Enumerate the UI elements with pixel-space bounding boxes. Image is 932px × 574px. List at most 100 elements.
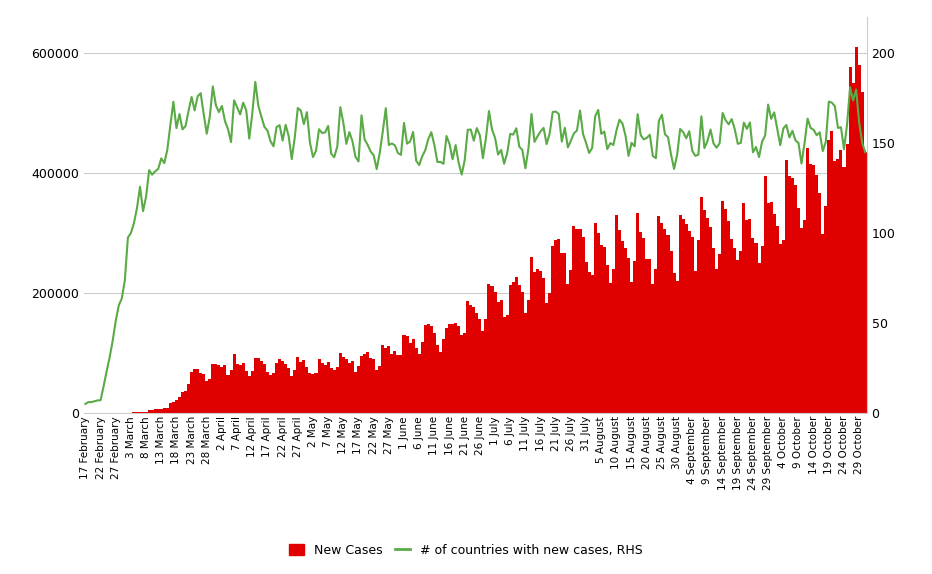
Bar <box>816 175 818 413</box>
Bar <box>284 364 287 413</box>
Bar <box>693 271 697 413</box>
Bar <box>718 254 721 413</box>
Bar <box>779 244 782 413</box>
Bar <box>278 359 281 413</box>
Bar <box>797 208 800 413</box>
Bar <box>306 367 308 413</box>
Bar <box>836 159 840 413</box>
Bar <box>649 259 651 413</box>
Bar <box>828 139 830 413</box>
Bar <box>536 269 539 413</box>
Bar <box>217 364 221 413</box>
Bar <box>482 331 485 413</box>
Bar <box>321 363 323 413</box>
Bar <box>178 397 181 413</box>
Bar <box>254 358 257 413</box>
Bar <box>545 303 548 413</box>
Bar <box>163 409 166 413</box>
Bar <box>703 210 706 413</box>
Bar <box>330 368 333 413</box>
Bar <box>788 176 791 413</box>
Bar <box>199 373 202 413</box>
Bar <box>336 367 338 413</box>
Bar <box>518 285 521 413</box>
Bar <box>229 370 233 413</box>
Bar <box>190 372 193 413</box>
Bar <box>248 376 251 413</box>
Bar <box>348 363 351 413</box>
Bar <box>445 328 448 413</box>
Bar <box>181 393 184 413</box>
Bar <box>721 201 724 413</box>
Bar <box>840 150 843 413</box>
Bar <box>509 285 512 413</box>
Bar <box>427 324 430 413</box>
Bar <box>855 47 857 413</box>
Bar <box>251 371 254 413</box>
Bar <box>661 223 664 413</box>
Bar <box>557 239 560 413</box>
Bar <box>132 412 135 413</box>
Bar <box>818 193 821 413</box>
Bar <box>169 403 171 413</box>
Bar <box>342 358 345 413</box>
Bar <box>733 248 736 413</box>
Bar <box>727 222 730 413</box>
Bar <box>233 354 236 413</box>
Bar <box>494 292 497 413</box>
Bar <box>673 273 676 413</box>
Bar <box>351 361 354 413</box>
Bar <box>612 269 615 413</box>
Bar <box>770 201 773 413</box>
Bar <box>709 227 712 413</box>
Bar <box>245 371 248 413</box>
Bar <box>142 412 144 413</box>
Bar <box>299 362 302 413</box>
Bar <box>739 250 743 413</box>
Bar <box>405 336 408 413</box>
Bar <box>260 360 263 413</box>
Bar <box>688 231 691 413</box>
Bar <box>432 333 436 413</box>
Bar <box>645 259 649 413</box>
Bar <box>748 219 751 413</box>
Bar <box>685 224 688 413</box>
Bar <box>257 358 260 413</box>
Bar <box>418 354 420 413</box>
Bar <box>357 366 360 413</box>
Bar <box>363 354 366 413</box>
Bar <box>615 215 618 413</box>
Bar <box>618 230 621 413</box>
Legend: New Cases, # of countries with new cases, RHS: New Cases, # of countries with new cases… <box>284 539 648 562</box>
Bar <box>706 218 709 413</box>
Bar <box>506 315 509 413</box>
Bar <box>175 400 178 413</box>
Bar <box>485 319 487 413</box>
Bar <box>830 131 833 413</box>
Bar <box>391 354 393 413</box>
Bar <box>639 232 642 413</box>
Bar <box>475 313 478 413</box>
Bar <box>403 335 405 413</box>
Bar <box>208 379 212 413</box>
Bar <box>730 239 733 413</box>
Bar <box>290 376 294 413</box>
Bar <box>214 363 217 413</box>
Bar <box>196 369 199 413</box>
Bar <box>500 300 502 413</box>
Bar <box>821 234 824 413</box>
Bar <box>269 375 272 413</box>
Bar <box>761 246 763 413</box>
Bar <box>360 356 363 413</box>
Bar <box>372 359 376 413</box>
Bar <box>442 339 445 413</box>
Bar <box>627 258 630 413</box>
Bar <box>852 83 855 413</box>
Bar <box>530 257 533 413</box>
Bar <box>803 220 806 413</box>
Bar <box>345 359 348 413</box>
Bar <box>630 282 633 413</box>
Bar <box>751 238 755 413</box>
Bar <box>412 339 415 413</box>
Bar <box>700 197 703 413</box>
